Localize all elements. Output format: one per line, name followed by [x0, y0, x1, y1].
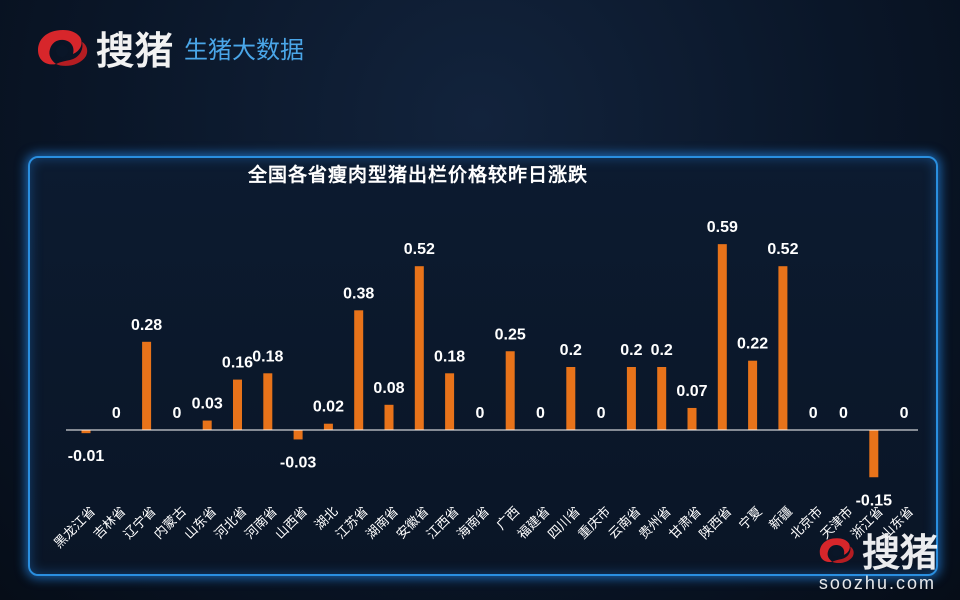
- data-label: 0.03: [192, 396, 223, 413]
- bar: [566, 367, 576, 430]
- data-label: 0.28: [131, 317, 162, 334]
- bar: [869, 430, 879, 478]
- data-label: 0.2: [651, 342, 673, 359]
- bar: [202, 420, 212, 430]
- bar: [142, 341, 152, 430]
- header: 搜猪 生猪大数据: [34, 22, 305, 73]
- category-label: 湖南省: [363, 504, 402, 543]
- category-label: 黑龙江省: [51, 504, 98, 551]
- chart-title: 全国各省瘦肉型猪出栏价格较昨日涨跌: [248, 164, 589, 186]
- data-label: 0.16: [222, 355, 253, 372]
- category-label: 内蒙古: [151, 504, 190, 543]
- category-label: 云南省: [605, 504, 644, 543]
- category-label: 福建省: [515, 504, 553, 542]
- watermark-brand: 搜猪: [861, 530, 938, 575]
- data-label: 0.2: [620, 342, 642, 359]
- data-label: 0: [900, 405, 909, 422]
- data-label: 0.18: [434, 348, 465, 365]
- bar: [323, 423, 333, 430]
- category-label: 山东省: [182, 504, 220, 542]
- bar: [687, 407, 697, 430]
- category-label: 海南省: [454, 504, 493, 543]
- data-label: 0.22: [737, 336, 768, 353]
- tagline: 生猪大数据: [184, 35, 305, 64]
- category-label: 辽宁省: [121, 504, 160, 543]
- category-label: 重庆市: [575, 504, 614, 543]
- category-label: 吉林省: [91, 504, 129, 542]
- bar: [81, 430, 91, 434]
- data-label: 0: [839, 405, 848, 422]
- bar: [748, 360, 758, 430]
- category-label: 江苏省: [333, 504, 372, 543]
- watermark-logo-icon: [819, 537, 854, 563]
- data-label: 0: [172, 405, 181, 422]
- data-label: 0.2: [560, 342, 582, 359]
- data-label: -0.03: [280, 454, 317, 471]
- watermark-url: soozhu.com: [818, 573, 936, 593]
- bar: [354, 310, 364, 430]
- logo-icon: [34, 24, 92, 70]
- data-label: 0.02: [313, 399, 344, 416]
- category-label: 陕西省: [697, 504, 735, 542]
- data-label: 0: [475, 405, 484, 422]
- data-label: 0: [112, 405, 121, 422]
- watermark: 搜猪 soozhu.com: [817, 522, 938, 594]
- data-label: 0.07: [676, 383, 707, 400]
- data-label: 0.08: [373, 380, 404, 397]
- category-label: 宁夏: [736, 504, 766, 534]
- category-label: 山西省: [273, 504, 311, 542]
- data-label: 0.59: [707, 219, 738, 236]
- data-label: -0.15: [856, 492, 893, 509]
- brand-name: 搜猪: [96, 27, 175, 73]
- category-label: 河南省: [242, 504, 281, 543]
- bar: [778, 266, 788, 430]
- bar: [414, 266, 424, 430]
- data-label: 0.38: [343, 285, 374, 302]
- data-label: 0.52: [404, 241, 435, 258]
- category-label: 河北省: [212, 504, 250, 542]
- bar: [657, 367, 667, 430]
- data-label: 0.18: [252, 348, 283, 365]
- bar: [445, 373, 455, 430]
- category-label: 四川省: [545, 504, 583, 542]
- bar: [263, 373, 273, 430]
- bar: [505, 351, 515, 430]
- category-label: 安徽省: [394, 504, 432, 542]
- bar: [233, 379, 242, 430]
- data-label: 0: [536, 405, 545, 422]
- category-label: 江西省: [424, 504, 462, 542]
- bar: [293, 430, 303, 440]
- data-label: 0.52: [767, 241, 798, 258]
- bar: [717, 244, 727, 430]
- bar: [626, 367, 636, 430]
- category-label: 甘肃省: [667, 504, 705, 542]
- bar: [384, 404, 394, 430]
- data-label: 0.25: [495, 326, 526, 343]
- category-label: 贵州省: [636, 504, 674, 542]
- data-label: 0: [597, 405, 606, 422]
- data-label: 0: [809, 405, 818, 422]
- data-label: -0.01: [68, 448, 105, 465]
